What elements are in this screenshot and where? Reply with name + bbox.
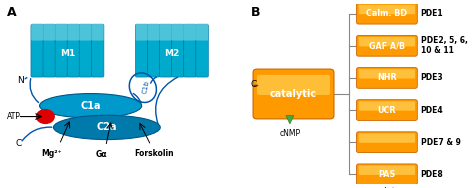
FancyBboxPatch shape	[172, 24, 184, 77]
Text: N: N	[18, 76, 24, 85]
FancyBboxPatch shape	[356, 3, 417, 24]
FancyBboxPatch shape	[136, 24, 148, 41]
FancyBboxPatch shape	[148, 24, 160, 41]
Text: Calm. BD: Calm. BD	[366, 9, 408, 18]
FancyBboxPatch shape	[67, 24, 80, 41]
FancyBboxPatch shape	[80, 24, 91, 41]
FancyBboxPatch shape	[257, 75, 330, 95]
FancyBboxPatch shape	[196, 24, 208, 77]
FancyBboxPatch shape	[31, 24, 44, 77]
FancyBboxPatch shape	[136, 24, 148, 77]
FancyBboxPatch shape	[359, 5, 415, 14]
Text: Gα: Gα	[95, 150, 107, 159]
Text: cNMP: cNMP	[279, 129, 301, 138]
Ellipse shape	[39, 94, 142, 118]
FancyBboxPatch shape	[79, 24, 92, 77]
Text: C: C	[251, 80, 257, 89]
FancyBboxPatch shape	[55, 24, 68, 77]
FancyBboxPatch shape	[160, 24, 172, 41]
FancyBboxPatch shape	[147, 24, 160, 77]
FancyBboxPatch shape	[67, 24, 80, 77]
Text: PDE8: PDE8	[420, 170, 443, 179]
Text: ATP: ATP	[7, 112, 21, 121]
FancyBboxPatch shape	[359, 69, 415, 79]
FancyBboxPatch shape	[356, 132, 417, 153]
FancyBboxPatch shape	[172, 24, 184, 41]
Text: PAS: PAS	[378, 170, 395, 179]
FancyBboxPatch shape	[356, 100, 417, 121]
Text: Mg²⁺: Mg²⁺	[41, 149, 62, 158]
FancyBboxPatch shape	[43, 24, 55, 77]
FancyBboxPatch shape	[31, 24, 43, 41]
Text: PDE3: PDE3	[420, 74, 443, 82]
Text: PDE1: PDE1	[420, 9, 443, 18]
Text: C1b: C1b	[142, 80, 150, 95]
FancyBboxPatch shape	[356, 67, 417, 88]
FancyBboxPatch shape	[55, 24, 67, 41]
FancyBboxPatch shape	[359, 133, 415, 143]
FancyBboxPatch shape	[196, 24, 208, 41]
Text: M1: M1	[60, 49, 75, 58]
Text: NHR: NHR	[377, 74, 397, 82]
Text: PDE2, 5, 6,
10 & 11: PDE2, 5, 6, 10 & 11	[420, 36, 467, 55]
Text: PDE7 & 9: PDE7 & 9	[420, 138, 461, 147]
Text: B: B	[250, 6, 260, 19]
Text: C2a: C2a	[97, 122, 117, 132]
Circle shape	[36, 110, 54, 123]
Text: M2: M2	[164, 49, 180, 58]
Polygon shape	[286, 116, 294, 124]
FancyBboxPatch shape	[184, 24, 196, 77]
FancyBboxPatch shape	[91, 24, 104, 41]
FancyBboxPatch shape	[359, 165, 415, 175]
Text: UCR: UCR	[378, 106, 396, 114]
Text: Forskolin: Forskolin	[135, 149, 174, 158]
Ellipse shape	[54, 115, 160, 139]
FancyBboxPatch shape	[356, 35, 417, 56]
Text: regulatory: regulatory	[365, 187, 409, 188]
Text: C1a: C1a	[81, 101, 101, 111]
FancyBboxPatch shape	[184, 24, 196, 41]
FancyBboxPatch shape	[253, 69, 334, 119]
FancyBboxPatch shape	[359, 101, 415, 111]
FancyBboxPatch shape	[356, 164, 417, 185]
Text: catalytic: catalytic	[270, 89, 317, 99]
FancyBboxPatch shape	[359, 37, 415, 46]
FancyBboxPatch shape	[91, 24, 104, 77]
Text: PDE4: PDE4	[420, 106, 443, 114]
Text: A: A	[7, 6, 17, 19]
FancyBboxPatch shape	[43, 24, 55, 41]
Text: C: C	[15, 139, 21, 148]
FancyBboxPatch shape	[160, 24, 172, 77]
Text: GAF A/B: GAF A/B	[369, 41, 405, 50]
